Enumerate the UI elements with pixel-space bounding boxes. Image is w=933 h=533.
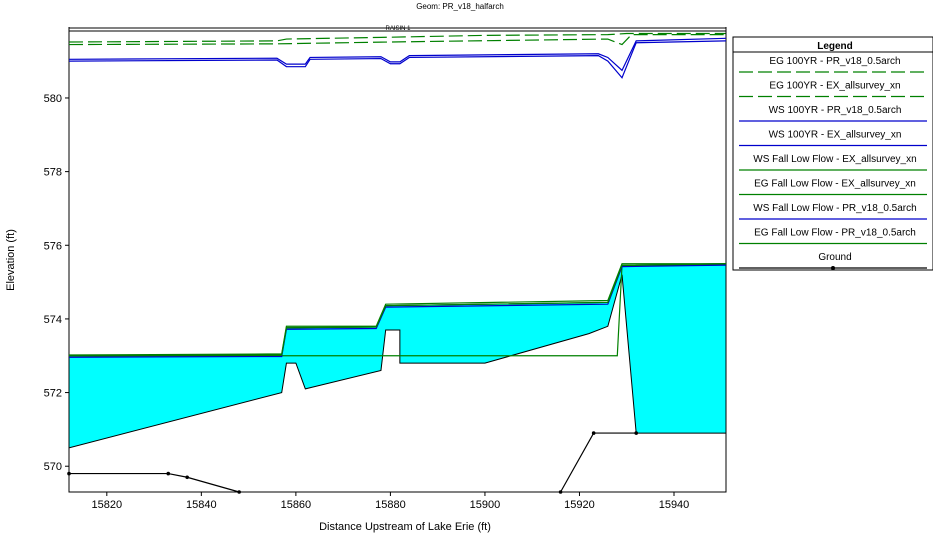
- series-8-b-point-2: [634, 431, 638, 435]
- legend-entry-label-6: WS Fall Low Flow - PR_v18_0.5arch: [753, 203, 916, 214]
- series-8-point-3: [237, 490, 241, 494]
- series-line-2: [68, 37, 727, 72]
- legend-entry-label-8: Ground: [818, 252, 851, 263]
- y-tick-label-3: 576: [44, 240, 62, 252]
- series-line-7: [68, 263, 727, 357]
- legend-title: Legend: [817, 41, 853, 52]
- series-8-b-point-1: [591, 431, 596, 435]
- series-8-b-point-0: [558, 490, 563, 494]
- legend-entry-marker-8: [831, 266, 835, 270]
- y-tick-label-5: 580: [44, 93, 62, 105]
- legend: Legend EG 100YR - PR_v18_0.5arch EG 100YR…: [732, 36, 933, 271]
- legend-entry-label-1: EG 100YR - EX_allsurvey_xn: [769, 81, 900, 92]
- x-tick-label-0: 15820: [92, 499, 123, 511]
- x-tick-label-1: 15840: [186, 499, 217, 511]
- y-tick-label-4: 578: [44, 167, 62, 179]
- series-8-point-0: [67, 471, 71, 476]
- legend-entry-label-2: WS 100YR - PR_v18_0.5arch: [769, 105, 902, 116]
- x-tick-label-3: 15880: [375, 499, 406, 511]
- y-tick-label-1: 572: [44, 388, 62, 400]
- y-tick-label-0: 570: [44, 461, 62, 473]
- series-line-1: [68, 34, 726, 46]
- series-8-point-2: [185, 475, 189, 480]
- reach-label: RAISIN 1: [385, 26, 411, 32]
- legend-entry-label-0: EG 100YR - PR_v18_0.5arch: [769, 56, 900, 67]
- series-8-point-1: [166, 471, 171, 476]
- x-tick-label-6: 15940: [659, 499, 690, 511]
- y-axis-ticks: 570 572 574 576 578 580: [44, 93, 69, 473]
- series-line-8: [69, 472, 240, 493]
- series-line-3: [68, 40, 727, 79]
- legend-entry-label-7: EG Fall Low Flow - PR_v18_0.5arch: [754, 228, 916, 239]
- y-tick-label-2: 574: [44, 314, 62, 326]
- x-tick-label-2: 15860: [281, 499, 312, 511]
- x-axis-ticks: 15820 15840 15860 15880 15900 15920 15940: [92, 492, 690, 511]
- series-layer: [67, 32, 727, 494]
- chart-title: Geom: PR_v18_halfarch: [416, 2, 504, 11]
- legend-entry-label-4: WS Fall Low Flow - EX_allsurvey_xn: [753, 154, 916, 165]
- series-line-0: [68, 32, 726, 43]
- x-axis-label: Distance Upstream of Lake Erie (ft): [319, 521, 491, 533]
- legend-entry-label-3: WS 100YR - EX_allsurvey_xn: [769, 130, 902, 141]
- x-tick-label-5: 15920: [564, 499, 595, 511]
- legend-entry-label-5: EG Fall Low Flow - EX_allsurvey_xn: [754, 179, 916, 190]
- y-axis-label: Elevation (ft): [5, 229, 17, 291]
- x-tick-label-4: 15900: [470, 499, 501, 511]
